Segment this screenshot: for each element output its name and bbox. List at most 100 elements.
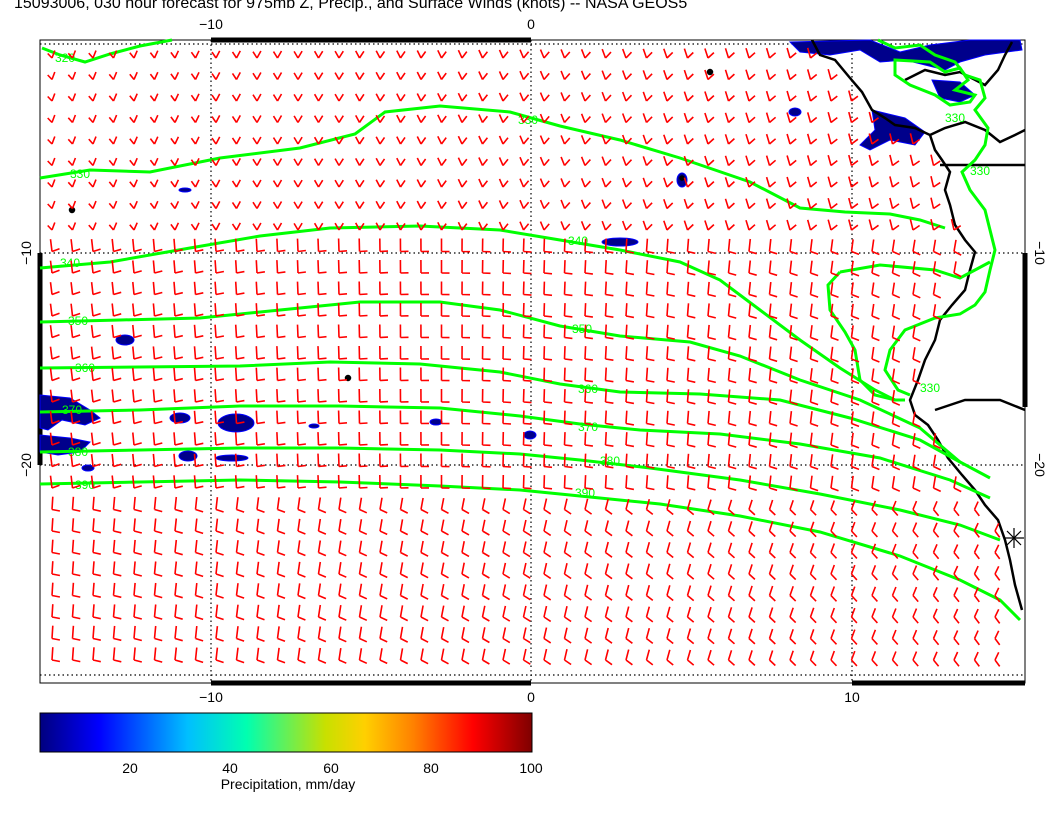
wind-barb bbox=[830, 629, 838, 645]
wind-barb bbox=[440, 346, 450, 360]
wind-barb bbox=[765, 112, 777, 124]
top-label-0: 0 bbox=[527, 16, 535, 32]
wind-barb bbox=[584, 410, 594, 426]
wind-barb bbox=[358, 648, 368, 665]
wind-barb bbox=[625, 389, 635, 405]
wind-barb bbox=[399, 324, 409, 339]
wind-barb bbox=[111, 324, 122, 339]
wind-barb bbox=[457, 135, 468, 145]
wind-barb bbox=[293, 201, 303, 209]
wind-barb bbox=[786, 112, 797, 124]
wind-barb bbox=[584, 627, 593, 644]
graticule bbox=[40, 40, 1025, 683]
wind-barb bbox=[337, 431, 348, 446]
wind-barb bbox=[297, 647, 306, 664]
wind-barb bbox=[194, 647, 204, 664]
wind-barb bbox=[481, 498, 490, 515]
wind-barb bbox=[317, 367, 327, 382]
wind-barb bbox=[850, 564, 858, 581]
wind-barb bbox=[604, 432, 614, 447]
wind-barb bbox=[420, 345, 430, 360]
wind-barb bbox=[334, 158, 344, 166]
wind-barb bbox=[317, 497, 327, 514]
wind-barb bbox=[871, 325, 880, 342]
wind-barb bbox=[317, 303, 327, 317]
wind-barb bbox=[645, 475, 655, 491]
wind-barb bbox=[49, 432, 60, 446]
wind-barb bbox=[174, 561, 183, 577]
wind-barb bbox=[912, 651, 919, 667]
wind-barb bbox=[563, 563, 572, 580]
wind-barb bbox=[809, 500, 817, 516]
wind-barb bbox=[868, 133, 879, 145]
wind-barb bbox=[108, 136, 118, 145]
wind-barb bbox=[379, 648, 388, 665]
wind-barb bbox=[231, 222, 242, 231]
wind-barb bbox=[47, 114, 56, 124]
wind-barb bbox=[932, 261, 942, 278]
wind-barb bbox=[912, 476, 921, 493]
wind-barb bbox=[214, 475, 225, 489]
wind-barb bbox=[276, 561, 286, 578]
colorbar-tick: 100 bbox=[519, 760, 543, 776]
wind-barb bbox=[234, 432, 245, 446]
wind-barb bbox=[313, 158, 324, 166]
wind-barb bbox=[563, 432, 573, 447]
wind-barb bbox=[768, 475, 778, 492]
colorbar: 20 40 60 80 100 Precipitation, mm/day bbox=[39, 712, 543, 792]
wind-barb bbox=[379, 453, 389, 468]
wind-barb bbox=[379, 367, 389, 382]
wind-barb bbox=[215, 540, 224, 556]
wind-barb bbox=[666, 260, 675, 276]
wind-barb bbox=[461, 648, 470, 665]
wind-barb bbox=[375, 136, 386, 145]
wind-barb bbox=[724, 198, 735, 210]
wind-barb bbox=[498, 114, 509, 124]
wind-barb bbox=[686, 585, 695, 602]
right-label-neg10: −10 bbox=[1032, 241, 1048, 265]
wind-barb bbox=[704, 155, 715, 167]
wind-barb bbox=[440, 281, 450, 296]
wind-barb bbox=[88, 157, 97, 167]
wind-barb bbox=[932, 476, 942, 493]
wind-barb bbox=[235, 626, 245, 642]
wind-barb bbox=[235, 561, 245, 578]
wind-barb bbox=[334, 222, 344, 231]
wind-barb bbox=[193, 475, 204, 489]
wind-barb bbox=[871, 500, 878, 516]
wind-barb bbox=[193, 432, 204, 446]
wind-barb bbox=[276, 518, 286, 535]
wind-barb bbox=[51, 604, 61, 620]
wind-barb bbox=[420, 259, 430, 274]
wind-barb bbox=[642, 113, 653, 124]
wind-barb bbox=[437, 221, 447, 231]
wind-barb bbox=[809, 521, 817, 538]
wind-barb bbox=[765, 155, 777, 167]
contour-label: 360 bbox=[75, 361, 95, 375]
wind-barb bbox=[932, 304, 942, 321]
wind-barb bbox=[686, 563, 695, 580]
wind-barb bbox=[604, 475, 614, 490]
wind-barb bbox=[806, 219, 818, 231]
wind-barb bbox=[745, 155, 756, 167]
wind-barb bbox=[193, 346, 204, 360]
wind-barb bbox=[437, 178, 447, 188]
wind-barb bbox=[848, 154, 859, 167]
wind-barb bbox=[953, 476, 962, 493]
wind-barb bbox=[686, 238, 696, 255]
wind-barb bbox=[543, 281, 553, 297]
wind-barb bbox=[379, 519, 388, 536]
wind-barb bbox=[868, 197, 879, 210]
wind-barb bbox=[478, 157, 489, 166]
wind-barb bbox=[830, 543, 838, 559]
wind-barb bbox=[152, 260, 163, 274]
wind-barb bbox=[871, 303, 880, 320]
wind-barb bbox=[519, 70, 530, 81]
wind-barb bbox=[707, 346, 716, 362]
wind-barb bbox=[399, 519, 409, 536]
wind-barb bbox=[909, 219, 921, 231]
wind-barb bbox=[170, 222, 180, 231]
wind-barb bbox=[543, 324, 553, 340]
wind-barb bbox=[666, 432, 675, 448]
wind-barb bbox=[809, 586, 817, 602]
